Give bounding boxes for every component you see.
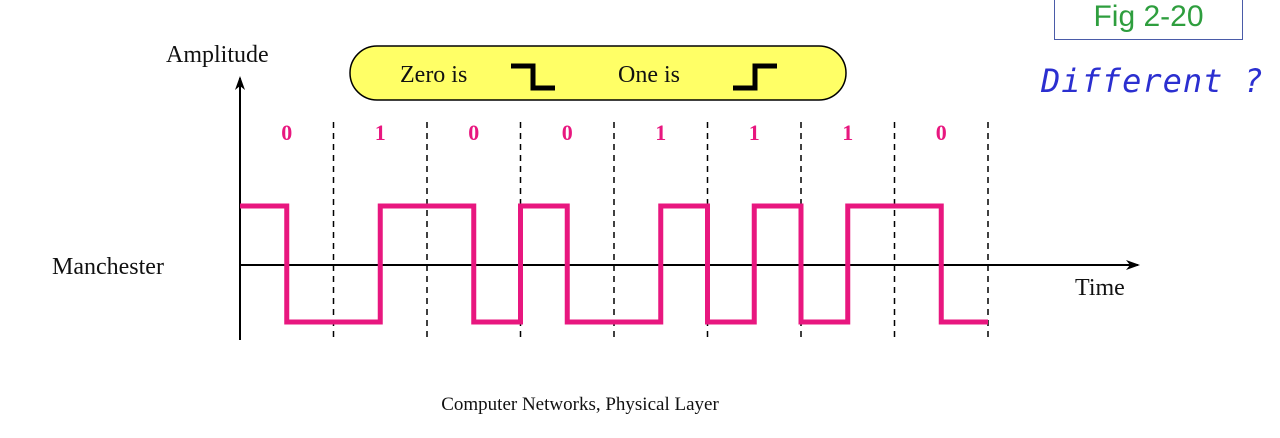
bit-label: 1 bbox=[842, 120, 853, 145]
x-axis-label: Time bbox=[1075, 275, 1125, 301]
legend-zero-text: Zero is bbox=[400, 62, 467, 88]
question-text: Different ? bbox=[1041, 62, 1264, 100]
y-axis-label: Amplitude bbox=[166, 42, 269, 68]
figure-label: Fig 2-20 bbox=[1054, 0, 1243, 40]
footer-text: Computer Networks, Physical Layer bbox=[441, 394, 719, 415]
bit-label: 0 bbox=[562, 120, 573, 145]
legend-one-text: One is bbox=[618, 62, 680, 88]
bit-label: 1 bbox=[749, 120, 760, 145]
legend-pill bbox=[349, 45, 847, 101]
bit-label: 0 bbox=[281, 120, 292, 145]
bit-label: 0 bbox=[936, 120, 947, 145]
falling-edge-icon bbox=[511, 63, 555, 91]
bit-labels: 0 1 0 0 1 1 1 0 bbox=[281, 120, 947, 145]
signal-label: Manchester bbox=[52, 254, 164, 280]
bit-label: 0 bbox=[468, 120, 479, 145]
rising-edge-icon bbox=[733, 63, 777, 91]
encoding-legend: Zero is One is bbox=[349, 45, 847, 101]
bit-label: 1 bbox=[375, 120, 386, 145]
manchester-signal bbox=[240, 203, 988, 325]
bit-boundaries bbox=[332, 122, 989, 342]
bit-label: 1 bbox=[655, 120, 666, 145]
